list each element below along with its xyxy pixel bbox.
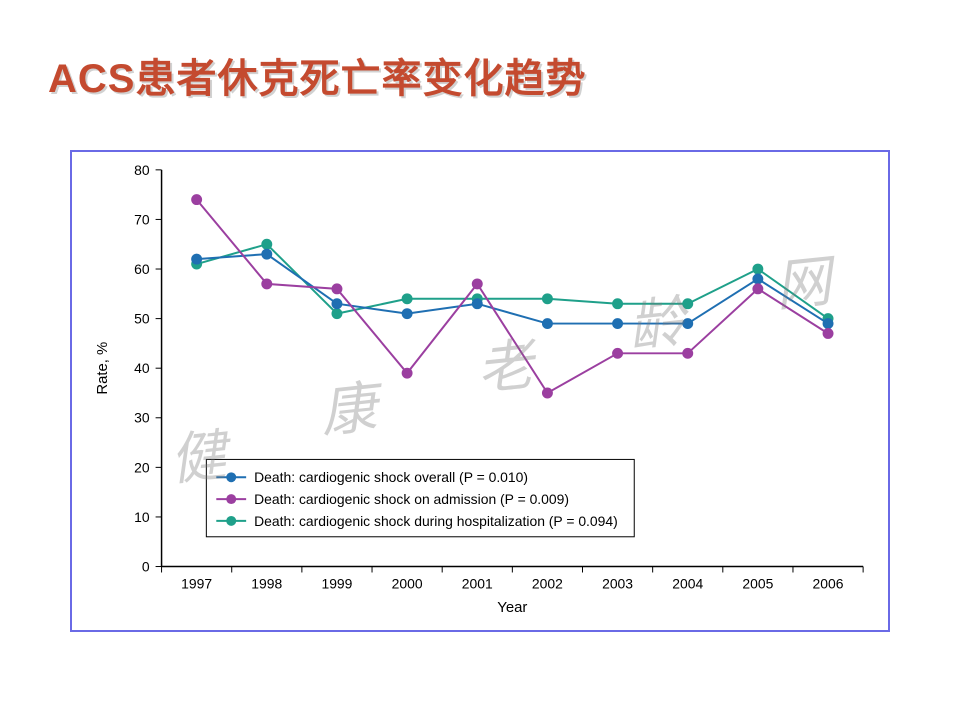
svg-text:Death: cardiogenic shock durin: Death: cardiogenic shock during hospital… bbox=[254, 513, 618, 529]
svg-text:70: 70 bbox=[134, 211, 150, 227]
svg-text:40: 40 bbox=[134, 360, 150, 376]
line-chart: 0 10 20 30 40 50 60 70 80 1997 1998 1999 2000 2001 200… bbox=[72, 152, 888, 630]
svg-text:Rate, %: Rate, % bbox=[95, 342, 111, 395]
slide-title: ACS患者休克死亡率变化趋势 bbox=[48, 46, 586, 104]
svg-text:Year: Year bbox=[497, 600, 527, 616]
svg-text:2004: 2004 bbox=[672, 575, 703, 591]
svg-text:1999: 1999 bbox=[321, 575, 352, 591]
svg-text:80: 80 bbox=[134, 162, 150, 178]
svg-text:20: 20 bbox=[134, 459, 150, 475]
svg-text:Death: cardiogenic shock on ad: Death: cardiogenic shock on admission (P… bbox=[254, 491, 569, 507]
svg-text:0: 0 bbox=[142, 559, 150, 575]
svg-text:1997: 1997 bbox=[181, 575, 212, 591]
svg-text:2005: 2005 bbox=[742, 575, 773, 591]
svg-text:50: 50 bbox=[134, 311, 150, 327]
svg-text:30: 30 bbox=[134, 410, 150, 426]
svg-text:2006: 2006 bbox=[813, 575, 844, 591]
chart-frame: 0 10 20 30 40 50 60 70 80 1997 1998 1999 2000 2001 200… bbox=[70, 150, 890, 632]
svg-text:2002: 2002 bbox=[532, 575, 563, 591]
svg-text:Death: cardiogenic shock overa: Death: cardiogenic shock overall (P = 0.… bbox=[254, 469, 528, 485]
svg-text:10: 10 bbox=[134, 509, 150, 525]
svg-text:2003: 2003 bbox=[602, 575, 633, 591]
svg-text:1998: 1998 bbox=[251, 575, 282, 591]
slide: ACS患者休克死亡率变化趋势 0 10 20 30 40 50 60 70 80 1997 1998… bbox=[0, 0, 960, 720]
svg-text:2000: 2000 bbox=[392, 575, 423, 591]
svg-text:60: 60 bbox=[134, 261, 150, 277]
svg-text:2001: 2001 bbox=[462, 575, 493, 591]
